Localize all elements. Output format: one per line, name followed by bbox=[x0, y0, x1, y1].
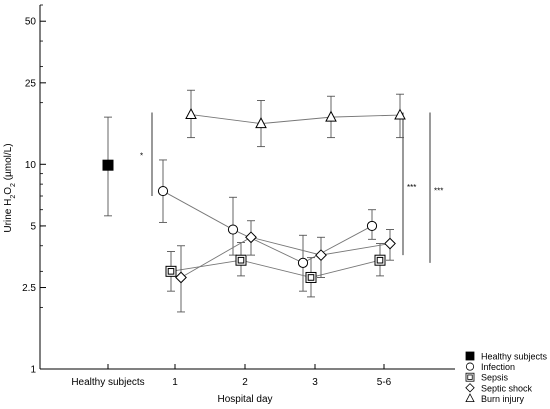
square-marker-outer bbox=[465, 372, 475, 382]
data-point bbox=[157, 185, 169, 197]
legend-item: Burn injury bbox=[465, 393, 525, 404]
series-infection bbox=[157, 159, 378, 292]
x-tick-label: 1 bbox=[172, 377, 178, 388]
data-point bbox=[315, 249, 327, 262]
x-tick-label: 5-6 bbox=[377, 377, 392, 388]
x-axis-label: Hospital day bbox=[217, 394, 272, 405]
square-marker-outer bbox=[165, 265, 177, 277]
data-point bbox=[175, 271, 187, 284]
significance-bracket: *** bbox=[429, 112, 443, 263]
square-marker-outer bbox=[305, 271, 317, 283]
square-marker-inner bbox=[376, 256, 384, 264]
y-tick-label: 2.5 bbox=[22, 283, 36, 294]
data-point bbox=[374, 254, 386, 266]
legend-marker bbox=[465, 393, 475, 403]
series-sepsis bbox=[165, 242, 386, 298]
square-marker-inner bbox=[467, 374, 473, 380]
legend-label: Infection bbox=[481, 362, 515, 372]
square-marker-outer bbox=[374, 254, 386, 266]
y-tick-label: 1 bbox=[30, 365, 36, 376]
square-marker-inner bbox=[307, 274, 315, 281]
data-point bbox=[245, 231, 257, 244]
series-line bbox=[162, 190, 373, 264]
y-axis-label: Urine H2O2 (µmol/L) bbox=[3, 143, 17, 232]
data-point bbox=[384, 237, 396, 250]
series-line bbox=[170, 259, 381, 278]
y-axis-label-part: 2 bbox=[10, 183, 17, 187]
significance-bracket: * bbox=[140, 112, 153, 197]
y-axis-label-part: 2 bbox=[10, 195, 17, 199]
legend-label: Burn injury bbox=[481, 394, 525, 404]
y-tick-label: 25 bbox=[25, 78, 37, 89]
y-tick-label: 50 bbox=[25, 17, 37, 28]
x-tick-label: Healthy subjects bbox=[71, 377, 144, 388]
series-healthy-subjects bbox=[102, 116, 114, 217]
significance-bracket: *** bbox=[402, 112, 416, 256]
significance-label: * bbox=[140, 151, 143, 160]
legend-item: Healthy subjects bbox=[465, 351, 548, 362]
data-point bbox=[185, 107, 197, 120]
data-point bbox=[325, 110, 337, 122]
square-marker-outer bbox=[235, 254, 247, 266]
significance-markers: **** *** bbox=[140, 112, 443, 263]
data-point bbox=[235, 254, 247, 266]
legend-item: Sepsis bbox=[465, 372, 509, 383]
plot-area bbox=[102, 89, 406, 313]
square-marker-inner bbox=[237, 256, 245, 264]
x-tick-label: 2 bbox=[242, 377, 248, 388]
significance-label: *** bbox=[407, 183, 416, 192]
series-line bbox=[190, 114, 401, 125]
data-point bbox=[394, 108, 406, 120]
y-axis-label-part: (µmol/L) bbox=[3, 143, 14, 183]
legend-label: Septic shock bbox=[481, 383, 533, 393]
legend-marker bbox=[465, 351, 475, 361]
data-point bbox=[255, 117, 267, 129]
legend-marker bbox=[465, 383, 475, 393]
data-point bbox=[305, 271, 317, 283]
axes bbox=[39, 5, 455, 370]
data-point bbox=[102, 159, 114, 171]
data-point bbox=[227, 224, 239, 235]
square-marker-inner bbox=[167, 268, 175, 275]
significance-label: *** bbox=[434, 187, 443, 196]
x-tick-label: 3 bbox=[312, 377, 318, 388]
y-axis-ticks: 1 2.5 5 10 25 50 bbox=[22, 4, 46, 376]
y-axis-label-part: Urine H bbox=[3, 199, 14, 233]
legend-label: Healthy subjects bbox=[481, 352, 548, 362]
legend-item: Septic shock bbox=[465, 383, 533, 393]
data-point bbox=[366, 220, 378, 232]
series-burn-injury bbox=[185, 89, 406, 148]
legend-marker bbox=[465, 362, 475, 371]
series-line bbox=[180, 236, 391, 278]
y-axis-label-part: O bbox=[3, 187, 14, 195]
legend-marker bbox=[465, 372, 475, 382]
legend-label: Sepsis bbox=[481, 373, 509, 383]
y-tick-label: 10 bbox=[25, 160, 37, 171]
y-tick-label: 5 bbox=[30, 221, 36, 232]
x-axis-ticks: Healthy subjects 1 2 3 5-6 bbox=[71, 364, 392, 388]
data-point bbox=[297, 257, 309, 268]
series-septic-shock bbox=[175, 220, 396, 313]
data-point bbox=[165, 265, 177, 277]
legend-item: Infection bbox=[465, 362, 515, 372]
